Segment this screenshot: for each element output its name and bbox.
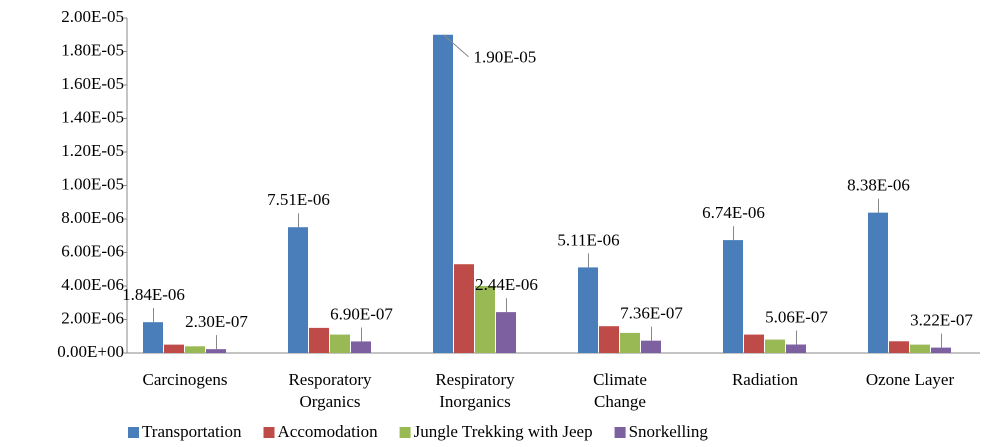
- bar: [931, 347, 951, 353]
- data-label: 1.90E-05: [474, 48, 537, 67]
- bar: [786, 344, 806, 353]
- bar: [910, 344, 930, 353]
- data-label: 6.90E-07: [330, 304, 393, 323]
- legend-swatch: [614, 427, 626, 438]
- bar: [164, 344, 184, 353]
- y-tick-label: 2.00E-05: [61, 7, 124, 26]
- bar: [723, 240, 743, 353]
- data-label: 3.22E-07: [910, 311, 973, 330]
- bar: [889, 341, 909, 353]
- bar: [143, 322, 163, 353]
- x-tick-label: Respiratory Inorganics: [435, 370, 515, 411]
- bar: [641, 340, 661, 353]
- legend-label: Snorkelling: [629, 422, 709, 441]
- data-label: 8.38E-06: [847, 176, 910, 195]
- bar: [206, 349, 226, 353]
- y-tick-label: 1.00E-05: [61, 174, 124, 193]
- bar: [620, 332, 640, 353]
- legend-label: Accomodation: [278, 422, 379, 441]
- bar: [454, 264, 474, 353]
- data-label: 7.36E-07: [620, 304, 683, 323]
- y-tick-label: 1.40E-05: [61, 107, 124, 126]
- data-label: 7.51E-06: [267, 190, 330, 209]
- bar: [765, 339, 785, 353]
- bar: [330, 334, 350, 353]
- legend-swatch: [128, 427, 139, 438]
- bar: [868, 212, 888, 353]
- leader-line: [443, 34, 469, 58]
- data-label: 1.84E-06: [122, 285, 185, 304]
- data-label: 2.30E-07: [185, 312, 248, 331]
- y-tick-label: 6.00E-06: [61, 241, 124, 260]
- bar: [578, 267, 598, 353]
- y-tick-label: 4.00E-06: [61, 275, 124, 294]
- x-tick-label: Radiation: [732, 370, 799, 389]
- y-tick-label: 1.80E-05: [61, 40, 124, 59]
- x-tick-label: Resporatory Organics: [288, 370, 372, 411]
- bar: [744, 334, 764, 353]
- bar: [599, 326, 619, 353]
- data-label: 6.74E-06: [702, 203, 765, 222]
- bar: [433, 34, 453, 353]
- bar: [475, 286, 495, 353]
- bar: [351, 341, 371, 353]
- data-label: 5.06E-07: [765, 307, 828, 326]
- y-tick-label: 1.20E-05: [61, 141, 124, 160]
- legend-label: Transportation: [142, 422, 242, 441]
- legend-swatch: [399, 427, 411, 438]
- legend-label: Jungle Trekking with Jeep: [414, 422, 593, 441]
- x-tick-label: Climate Change: [593, 370, 647, 411]
- data-label: 5.11E-06: [557, 230, 619, 249]
- y-tick-label: 8.00E-06: [61, 208, 124, 227]
- x-tick-label: Carcinogens: [143, 370, 228, 389]
- legend-swatch: [263, 427, 275, 438]
- data-label: 2.44E-06: [475, 275, 538, 294]
- y-tick-label: 0.00E+00: [57, 342, 124, 361]
- y-tick-label: 1.60E-05: [61, 74, 124, 93]
- bar: [496, 312, 516, 353]
- bar: [288, 227, 308, 353]
- x-tick-label: Ozone Layer: [866, 370, 955, 389]
- bar: [309, 327, 329, 353]
- bar: [185, 346, 205, 353]
- y-tick-label: 2.00E-06: [61, 308, 124, 327]
